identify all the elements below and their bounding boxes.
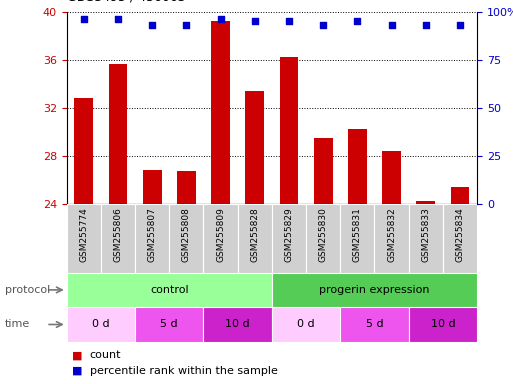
Text: percentile rank within the sample: percentile rank within the sample <box>90 366 278 376</box>
Point <box>387 22 396 28</box>
Bar <box>211 21 230 204</box>
Bar <box>67 307 135 342</box>
Bar <box>409 307 477 342</box>
Text: GSM255834: GSM255834 <box>456 207 464 262</box>
Bar <box>177 171 196 204</box>
Text: GSM255829: GSM255829 <box>285 207 293 262</box>
Text: GSM255809: GSM255809 <box>216 207 225 262</box>
Point <box>422 22 430 28</box>
Text: 0 d: 0 d <box>297 319 315 329</box>
Bar <box>67 273 272 307</box>
Bar <box>109 64 127 204</box>
Text: GSM255774: GSM255774 <box>80 207 88 262</box>
Bar <box>306 204 340 273</box>
Bar <box>409 204 443 273</box>
Text: GSM255830: GSM255830 <box>319 207 328 262</box>
Point <box>251 18 259 24</box>
Bar <box>382 151 401 204</box>
Text: 5 d: 5 d <box>366 319 383 329</box>
Text: protocol: protocol <box>5 285 50 295</box>
Point <box>456 22 464 28</box>
Text: 0 d: 0 d <box>92 319 110 329</box>
Bar <box>348 129 367 204</box>
Bar <box>417 201 435 204</box>
Point <box>182 22 190 28</box>
Bar <box>280 57 299 204</box>
Point <box>114 16 122 22</box>
Text: 10 d: 10 d <box>225 319 250 329</box>
Bar <box>169 204 204 273</box>
Point <box>216 16 225 22</box>
Bar <box>135 204 169 273</box>
Point <box>80 16 88 22</box>
Text: progerin expression: progerin expression <box>319 285 430 295</box>
Bar <box>340 307 409 342</box>
Bar <box>374 204 409 273</box>
Bar <box>238 204 272 273</box>
Bar <box>74 98 93 204</box>
Bar <box>340 204 374 273</box>
Bar <box>443 204 477 273</box>
Text: count: count <box>90 350 121 360</box>
Text: GSM255828: GSM255828 <box>250 207 259 262</box>
Text: GSM255831: GSM255831 <box>353 207 362 262</box>
Bar <box>204 307 272 342</box>
Point <box>285 18 293 24</box>
Bar <box>135 307 204 342</box>
Bar <box>245 91 264 204</box>
Point <box>353 18 362 24</box>
Bar <box>314 137 332 204</box>
Text: ■: ■ <box>72 350 82 360</box>
Bar <box>272 273 477 307</box>
Bar <box>143 170 162 204</box>
Point <box>319 22 327 28</box>
Bar <box>272 307 340 342</box>
Text: ■: ■ <box>72 366 82 376</box>
Text: time: time <box>5 319 30 329</box>
Text: control: control <box>150 285 189 295</box>
Text: GDS3495 / 436063: GDS3495 / 436063 <box>67 0 185 4</box>
Text: GSM255833: GSM255833 <box>421 207 430 262</box>
Text: 10 d: 10 d <box>430 319 455 329</box>
Text: GSM255808: GSM255808 <box>182 207 191 262</box>
Text: 5 d: 5 d <box>161 319 178 329</box>
Bar <box>101 204 135 273</box>
Text: GSM255807: GSM255807 <box>148 207 156 262</box>
Point <box>148 22 156 28</box>
Bar <box>67 204 101 273</box>
Bar <box>204 204 238 273</box>
Text: GSM255832: GSM255832 <box>387 207 396 262</box>
Bar <box>450 187 469 204</box>
Bar <box>272 204 306 273</box>
Text: GSM255806: GSM255806 <box>113 207 123 262</box>
